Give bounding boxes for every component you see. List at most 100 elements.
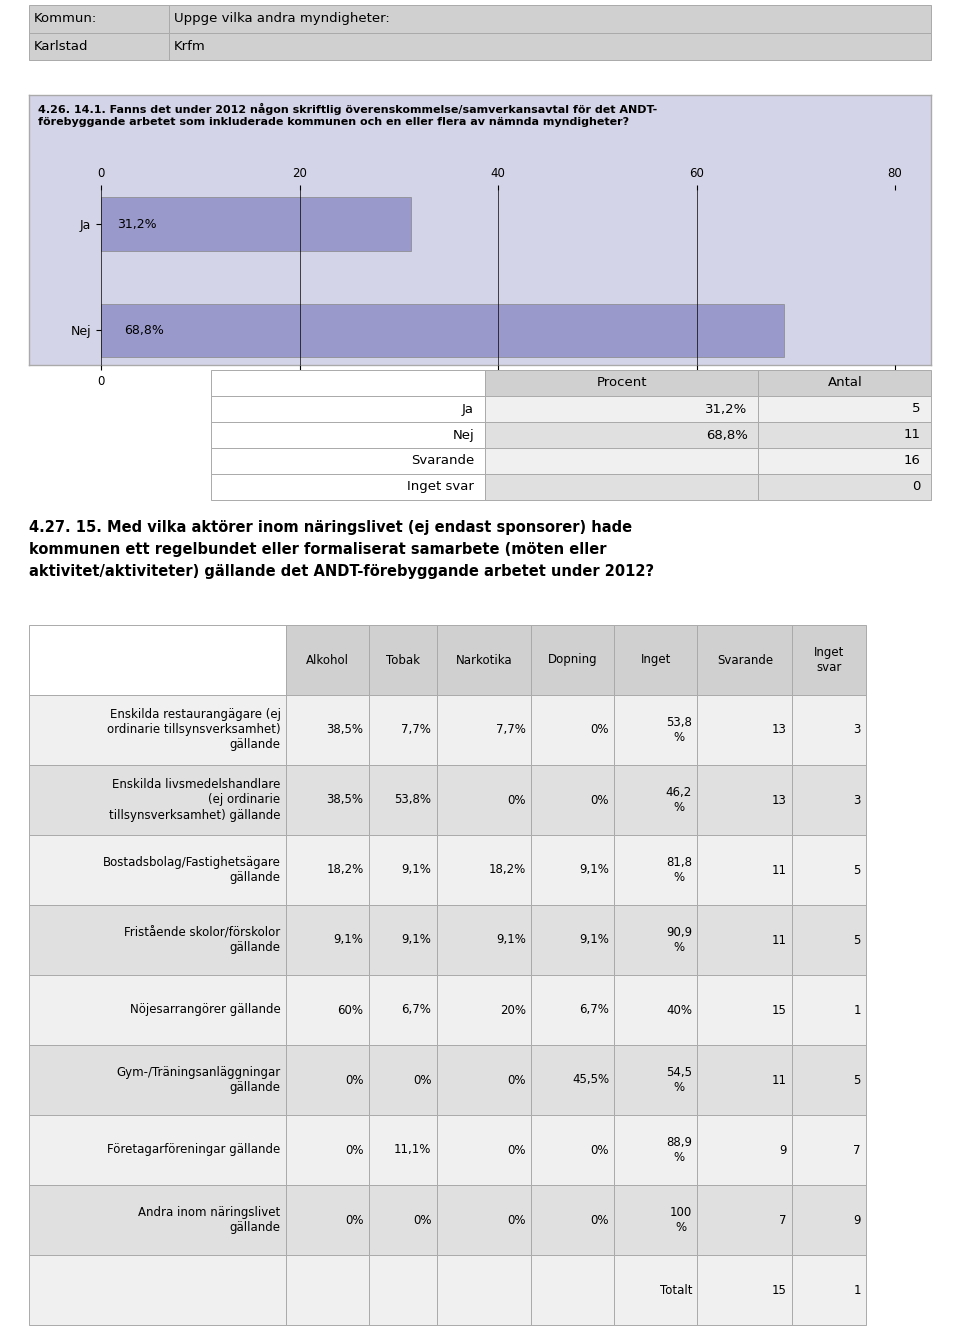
Bar <box>698 765 792 836</box>
Text: 53,8
%: 53,8 % <box>666 716 692 744</box>
Bar <box>29 1044 286 1115</box>
Text: Procent: Procent <box>596 376 647 390</box>
Bar <box>29 905 286 975</box>
Bar <box>286 695 369 765</box>
Text: 1: 1 <box>853 1003 861 1016</box>
Text: 0%: 0% <box>345 1144 364 1157</box>
Bar <box>169 32 931 60</box>
Bar <box>29 1255 286 1326</box>
Bar <box>698 625 792 695</box>
Bar <box>169 5 931 32</box>
Bar <box>485 396 758 422</box>
Bar <box>211 474 485 499</box>
Bar <box>532 1185 614 1255</box>
Text: 5: 5 <box>853 864 861 877</box>
Bar <box>369 905 437 975</box>
Text: 88,9
%: 88,9 % <box>666 1135 692 1164</box>
Text: 9,1%: 9,1% <box>401 864 431 877</box>
Bar <box>758 474 931 499</box>
Bar <box>101 197 411 250</box>
Text: 9,1%: 9,1% <box>579 864 609 877</box>
Text: 3: 3 <box>853 723 861 736</box>
Bar <box>29 836 286 905</box>
Text: 11,1%: 11,1% <box>394 1144 431 1157</box>
Text: Andra inom näringslivet
gällande: Andra inom näringslivet gällande <box>138 1206 280 1235</box>
Text: 15: 15 <box>772 1284 787 1296</box>
Text: Narkotika: Narkotika <box>456 653 513 667</box>
Text: Nöjesarrangörer gällande: Nöjesarrangörer gällande <box>130 1003 280 1016</box>
Text: 0%: 0% <box>413 1074 431 1086</box>
Bar <box>369 765 437 836</box>
Bar <box>437 1044 532 1115</box>
Text: 0: 0 <box>912 481 921 494</box>
Text: Nej: Nej <box>452 428 474 442</box>
Text: 100
%: 100 % <box>670 1206 692 1235</box>
Text: 15: 15 <box>772 1003 787 1016</box>
Text: 0%: 0% <box>590 794 609 806</box>
Text: Kommun:: Kommun: <box>35 12 98 25</box>
Text: 5: 5 <box>853 1074 861 1086</box>
Text: 68,8%: 68,8% <box>706 428 748 442</box>
Text: 38,5%: 38,5% <box>326 723 364 736</box>
Text: 11: 11 <box>772 864 787 877</box>
Bar <box>614 1185 698 1255</box>
Text: Tobak: Tobak <box>386 653 420 667</box>
Bar <box>437 695 532 765</box>
Text: Svarande: Svarande <box>411 454 474 467</box>
Bar <box>286 625 369 695</box>
Bar <box>792 836 866 905</box>
Bar <box>532 1255 614 1326</box>
Bar <box>29 1115 286 1185</box>
Bar <box>437 1185 532 1255</box>
Bar <box>437 905 532 975</box>
Text: Inget svar: Inget svar <box>407 481 474 494</box>
Text: Alkohol: Alkohol <box>306 653 349 667</box>
Text: Totalt: Totalt <box>660 1284 692 1296</box>
Bar <box>485 422 758 449</box>
Bar <box>29 695 286 765</box>
Text: 13: 13 <box>772 723 787 736</box>
Text: 45,5%: 45,5% <box>572 1074 609 1086</box>
Text: 31,2%: 31,2% <box>706 403 748 415</box>
Text: 11: 11 <box>903 428 921 442</box>
Text: Inget
svar: Inget svar <box>814 645 845 674</box>
Text: 9: 9 <box>780 1144 787 1157</box>
Bar <box>532 1115 614 1185</box>
Bar <box>101 304 784 358</box>
Bar <box>437 1255 532 1326</box>
Text: 9,1%: 9,1% <box>401 933 431 947</box>
Text: 31,2%: 31,2% <box>117 217 156 230</box>
Bar <box>369 1185 437 1255</box>
Bar <box>758 396 931 422</box>
Bar <box>614 625 698 695</box>
Bar <box>286 1185 369 1255</box>
Text: Antal: Antal <box>828 376 862 390</box>
Bar <box>29 32 169 60</box>
Text: Bostadsbolag/Fastighetsägare
gällande: Bostadsbolag/Fastighetsägare gällande <box>103 856 280 884</box>
Bar <box>286 1255 369 1326</box>
Text: 7,7%: 7,7% <box>401 723 431 736</box>
Bar <box>792 695 866 765</box>
Text: 90,9
%: 90,9 % <box>666 927 692 953</box>
Text: 11: 11 <box>772 1074 787 1086</box>
Bar <box>286 836 369 905</box>
Text: 9: 9 <box>853 1213 861 1227</box>
Bar <box>369 836 437 905</box>
Text: 7: 7 <box>780 1213 787 1227</box>
Text: 0%: 0% <box>508 794 526 806</box>
Bar <box>614 1044 698 1115</box>
Bar <box>698 695 792 765</box>
Text: 60%: 60% <box>338 1003 364 1016</box>
Text: 68,8%: 68,8% <box>125 324 164 337</box>
Text: 9,1%: 9,1% <box>496 933 526 947</box>
Bar <box>485 370 758 396</box>
Text: Svarande: Svarande <box>717 653 773 667</box>
Text: 53,8%: 53,8% <box>395 794 431 806</box>
Text: 3: 3 <box>853 794 861 806</box>
Text: 0%: 0% <box>345 1074 364 1086</box>
Text: Krfm: Krfm <box>174 40 205 52</box>
Bar <box>698 836 792 905</box>
Text: 4.26. 14.1. Fanns det under 2012 någon skriftlig överenskommelse/samverkansavtal: 4.26. 14.1. Fanns det under 2012 någon s… <box>37 103 657 127</box>
Bar <box>792 1044 866 1115</box>
Text: 0%: 0% <box>590 1213 609 1227</box>
